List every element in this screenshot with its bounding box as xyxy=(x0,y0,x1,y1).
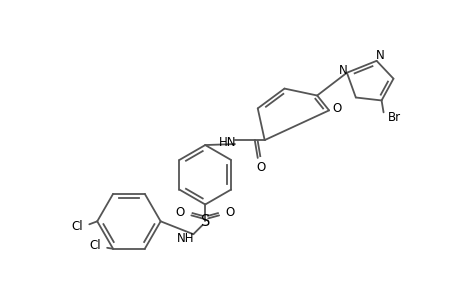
Text: O: O xyxy=(175,206,185,219)
Text: N: N xyxy=(375,50,384,62)
Text: Br: Br xyxy=(387,111,400,124)
Text: O: O xyxy=(332,102,341,115)
Text: O: O xyxy=(256,161,265,174)
Text: Cl: Cl xyxy=(72,220,83,233)
Text: Cl: Cl xyxy=(89,239,101,252)
Text: O: O xyxy=(225,206,234,219)
Text: S: S xyxy=(200,214,209,229)
Text: NH: NH xyxy=(176,232,194,245)
Text: N: N xyxy=(338,64,347,77)
Text: HN: HN xyxy=(219,136,236,148)
